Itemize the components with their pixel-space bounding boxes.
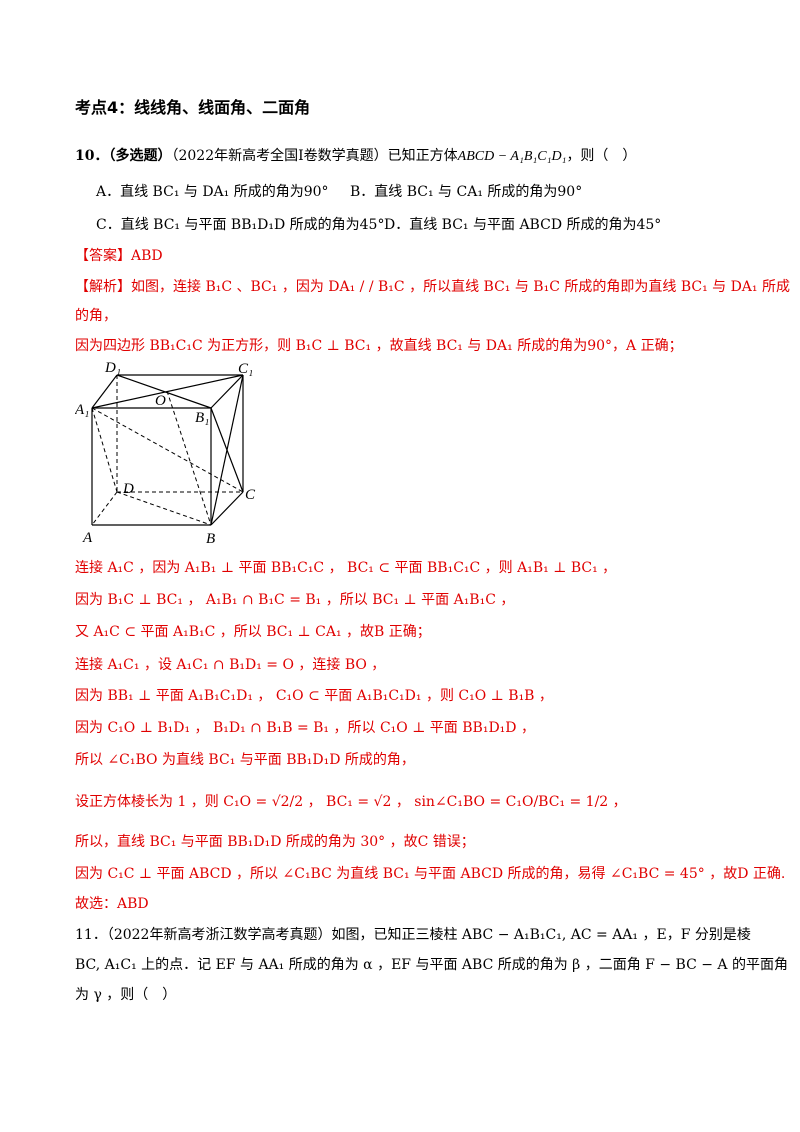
label-b: B [206, 531, 215, 547]
label-o: O [155, 393, 166, 409]
question-tail: ，则（ ） [566, 148, 637, 164]
edge-bc [210, 491, 244, 526]
hidden-edge-da [91, 491, 118, 526]
question-11-line: 11．（2022年新高考浙江数学高考真题）如图，已知正三棱柱 ABC − A₁B… [75, 927, 751, 943]
hidden-diag-db [116, 491, 212, 526]
cube-name: ABCD − A₁B₁C₁D₁ [457, 149, 567, 164]
label-c: C [245, 487, 256, 503]
question-source: （2022年新高考全国I卷数学真题）已知正方体 [171, 148, 458, 164]
label-a1: A₁ [75, 402, 89, 418]
option-b: B．直线 BC₁ 与 CA₁ 所成的角为90° [350, 184, 583, 200]
analysis-line: 因为 BB₁ ⊥ 平面 A₁B₁C₁D₁ ， C₁O ⊂ 平面 A₁B₁C₁D₁… [75, 688, 553, 704]
analysis-line: 因为 B₁C ⊥ BC₁ ， A₁B₁ ∩ B₁C = B₁ ，所以 BC₁ ⊥… [75, 592, 515, 608]
question-11-line: 为 γ ，则（ ） [75, 987, 177, 1003]
edge-c1b1 [210, 374, 244, 409]
hidden-diag-a1d [91, 407, 118, 493]
analysis-line: 又 A₁C ⊂ 平面 A₁B₁C ，所以 BC₁ ⊥ CA₁ ，故B 正确； [75, 624, 431, 640]
hidden-diag-a1c [91, 407, 244, 493]
analysis-line: 连接 A₁C₁ ，设 A₁C₁ ∩ B₁D₁ = O ，连接 BO ， [75, 657, 386, 673]
analysis-line: 的角， [75, 308, 117, 324]
answer-line: 【答案】ABD [75, 248, 163, 264]
label-a: A [82, 530, 93, 546]
option-d: D．直线 BC₁ 与平面 ABCD 所成的角为45° [384, 217, 662, 233]
question-11-line: BC, A₁C₁ 上的点．记 EF 与 AA₁ 所成的角为 α ，EF 与平面 … [75, 957, 788, 973]
label-d: D [122, 481, 134, 497]
diag-bc1 [210, 374, 244, 526]
analysis-line: 设正方体棱长为 1 ，则 C₁O = √2/2 ， BC₁ = √2 ， sin… [75, 794, 627, 810]
question-number: 10． [75, 148, 109, 164]
edge-d1a1 [91, 374, 118, 409]
analysis-line: 所以 ∠C₁BO 为直线 BC₁ 与平面 BB₁D₁D 所成的角， [75, 752, 415, 768]
analysis-line: 因为 C₁C ⊥ 平面 ABCD ，所以 ∠C₁BC 为直线 BC₁ 与平面 A… [75, 866, 786, 882]
question-10-stem: 10．（多选题）（2022年新高考全国I卷数学真题）已知正方体ABCD − A₁… [75, 146, 636, 167]
label-b1: B₁ [195, 410, 209, 426]
analysis-line: 因为四边形 BB₁C₁C 为正方形，则 B₁C ⊥ BC₁ ，故直线 BC₁ 与… [75, 338, 683, 354]
option-c: C．直线 BC₁ 与平面 BB₁D₁D 所成的角为45° [96, 217, 385, 233]
question-tag: （多选题） [108, 148, 172, 164]
analysis-line: 故选：ABD [75, 896, 149, 912]
cube-figure: D₁ C₁ O A₁ B₁ D C A B [75, 360, 256, 547]
section-heading: 考点4：线线角、线面角、二面角 [75, 98, 311, 117]
analysis-line: 连接 A₁C ，因为 A₁B₁ ⊥ 平面 BB₁C₁C ， BC₁ ⊂ 平面 B… [75, 560, 617, 576]
analysis-line: 因为 C₁O ⊥ B₁D₁ ， B₁D₁ ∩ B₁B = B₁ ，所以 C₁O … [75, 720, 535, 736]
option-a: A．直线 BC₁ 与 DA₁ 所成的角为90° [96, 184, 329, 200]
label-c1: C₁ [238, 361, 253, 377]
hidden-segment-ob [166, 390, 212, 526]
label-d1: D₁ [104, 360, 121, 376]
analysis-line: 所以，直线 BC₁ 与平面 BB₁D₁D 所成的角为 30° ，故C 错误； [75, 834, 475, 850]
analysis-line: 【解析】如图，连接 B₁C 、BC₁ ，因为 DA₁ / / B₁C ，所以直线… [75, 279, 790, 295]
diag-b1d1 [116, 374, 212, 409]
